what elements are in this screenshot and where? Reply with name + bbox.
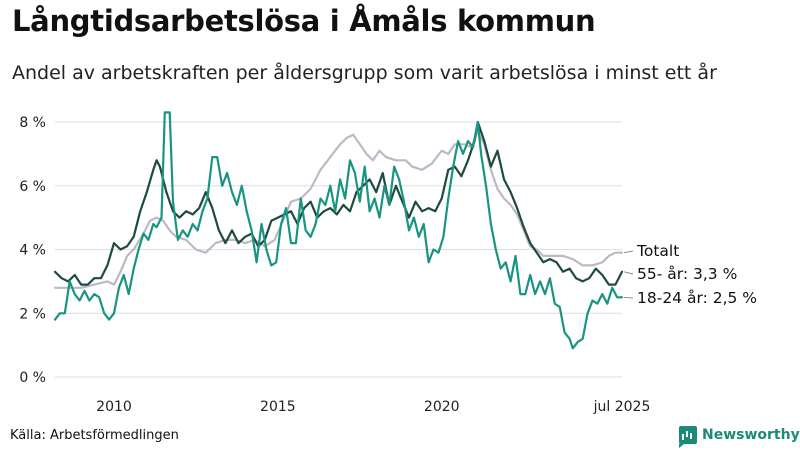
grid: 0 % 2 % 4 % 6 % 8 % 2010 2015 2020 jul 2025 <box>19 115 650 415</box>
series-end-labels: Totalt 55- år: 3,3 % 18-24 år: 2,5 % <box>623 242 757 307</box>
brand-name: Newsworthy <box>702 427 800 443</box>
y-tick-label: 0 % <box>19 370 46 386</box>
end-label-age55: 55- år: 3,3 % <box>637 265 737 283</box>
newsworthy-logo-icon <box>679 426 697 448</box>
y-tick-label: 2 % <box>19 306 46 322</box>
chart-subtitle: Andel av arbetskraften per åldersgrupp s… <box>12 62 717 84</box>
y-tick-label: 8 % <box>19 115 46 131</box>
series-line-totalt <box>53 130 624 289</box>
series-line-age1824 <box>53 111 624 350</box>
brand-logo[interactable]: Newsworthy <box>679 426 800 448</box>
series-lines <box>53 111 624 350</box>
x-tick-label: 2020 <box>424 399 460 415</box>
x-tick-label: 2010 <box>96 399 132 415</box>
chart-title: Långtidsarbetslösa i Åmåls kommun <box>12 4 596 38</box>
y-tick-label: 4 % <box>19 243 46 259</box>
end-label-age1824: 18-24 år: 2,5 % <box>637 289 757 307</box>
end-label-connector <box>623 296 634 299</box>
source-note: Källa: Arbetsförmedlingen <box>10 428 179 443</box>
end-label-connector <box>623 250 634 254</box>
end-label-totalt: Totalt <box>636 242 679 260</box>
end-label-connector <box>623 271 634 275</box>
x-tick-label: jul 2025 <box>593 399 651 415</box>
series-line-age55 <box>53 120 624 286</box>
x-tick-label: 2015 <box>260 399 296 415</box>
y-tick-label: 6 % <box>19 179 46 195</box>
